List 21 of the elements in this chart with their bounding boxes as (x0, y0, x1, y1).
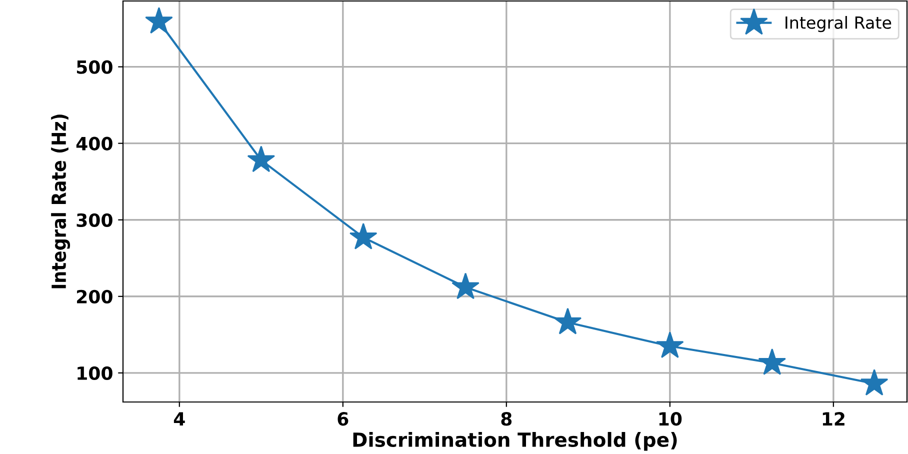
y-tick-label: 100 (78, 366, 112, 380)
y-tick-label: 400 (76, 136, 112, 150)
point (349, 222, 378, 250)
y-tick-label: 200 (77, 290, 112, 304)
point (554, 308, 582, 334)
x-tick-label: 8 (501, 412, 512, 426)
y-tick-label: 500 (76, 60, 112, 74)
point (145, 7, 173, 34)
point (860, 369, 888, 396)
x-axis-title: Discrimination Threshold (pe) (353, 432, 677, 451)
x-tick-label: 10 (659, 412, 682, 426)
point (247, 146, 276, 172)
point (656, 332, 684, 358)
x-tick-label: 6 (338, 412, 348, 426)
x-tick-label: 4 (174, 412, 185, 426)
point (452, 272, 480, 300)
y-axis-title: Integral Rate (Hz) (51, 114, 70, 288)
point (758, 348, 786, 375)
y-tick-label: 300 (76, 213, 112, 227)
legend-label: Integral Rate (786, 16, 892, 32)
x-tick-label: 12 (822, 412, 844, 426)
